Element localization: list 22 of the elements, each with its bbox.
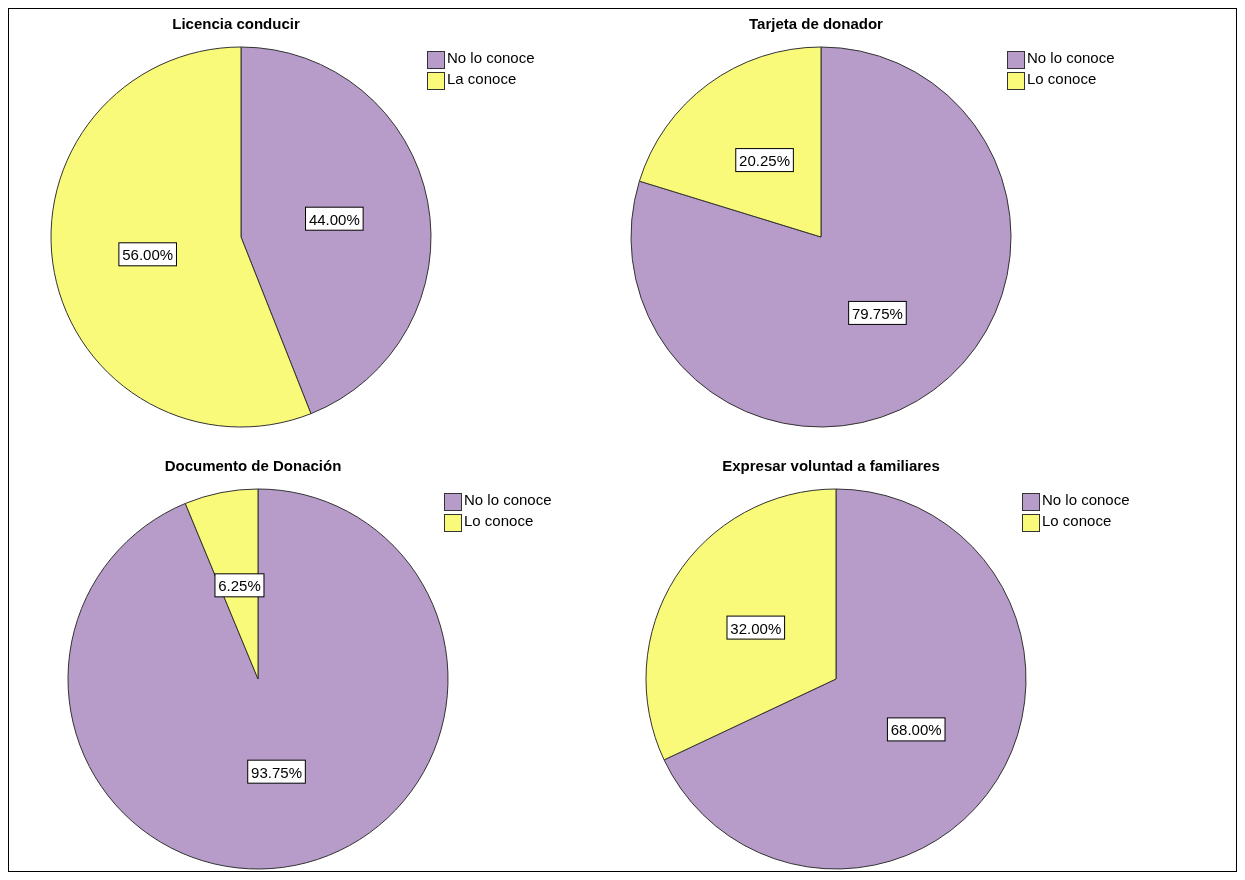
legend-label: Lo conoce	[1027, 70, 1098, 88]
chart-title: Expresar voluntad a familiares	[721, 457, 941, 474]
legend-label: Lo conoce	[1042, 512, 1113, 530]
pie-slice	[67, 488, 449, 870]
data-label: 20.25%	[739, 152, 790, 170]
pie-slice	[630, 46, 1012, 428]
data-label: 93.75%	[251, 763, 302, 781]
legend-label: La conoce	[447, 70, 518, 88]
data-label: 79.75%	[852, 304, 903, 322]
data-label: 32.00%	[730, 619, 782, 637]
data-label: 6.25%	[218, 577, 261, 595]
chart-title: Licencia conducir	[171, 15, 301, 32]
data-label: 68.00%	[890, 721, 942, 739]
data-label: 44.00%	[308, 210, 360, 228]
legend-label: No lo conoce	[464, 491, 553, 509]
legend-label: Lo conoce	[464, 512, 535, 530]
legend-label: No lo conoce	[1042, 491, 1131, 509]
chart-title: Documento de Donación	[163, 457, 343, 474]
legend-label: No lo conoce	[1027, 49, 1116, 67]
data-label: 56.00%	[122, 246, 174, 264]
legend-label: No lo conoce	[447, 49, 536, 67]
chart-title: Tarjeta de donador	[748, 15, 884, 32]
